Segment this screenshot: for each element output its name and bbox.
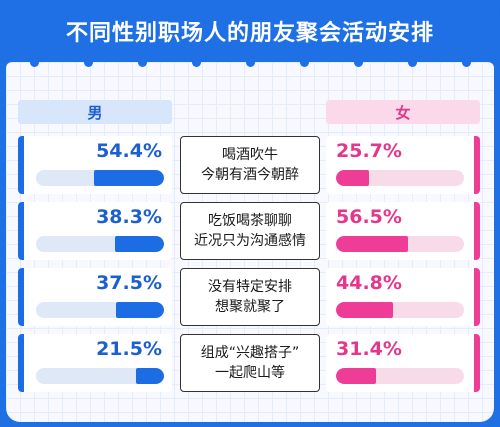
male-bar [116,302,164,318]
data-row: 21.5% 组成“兴趣搭子” 一起爬山等 31.4% [6,334,494,392]
female-value-label: 25.7% [336,140,402,162]
female-value-label: 31.4% [336,338,402,360]
data-row: 38.3% 吃饭喝茶聊聊 近况只为沟通感情 56.5% [6,202,494,260]
legend-male: 男 [18,100,172,124]
female-bar-card: 25.7% [326,136,480,194]
activity-label: 没有特定安排 想聚就聚了 [180,268,320,326]
tab-dot [84,62,93,67]
activity-line1: 没有特定安排 [208,279,292,295]
female-bar-card: 56.5% [326,202,480,260]
male-bar-card: 38.3% [18,202,172,260]
male-value-label: 54.4% [96,140,162,162]
tab-dot [138,62,147,67]
tab-dot [192,62,201,67]
female-bar-track [336,170,464,186]
activity-label: 吃饭喝茶聊聊 近况只为沟通感情 [180,202,320,260]
tab-dot [300,62,309,67]
male-bar-track [36,302,164,318]
tab-dot [408,62,417,67]
female-value-label: 56.5% [336,206,402,228]
female-bar-track [336,236,464,252]
male-value-label: 21.5% [96,338,162,360]
male-bar [136,368,164,384]
activity-line1: 吃饭喝茶聊聊 [208,213,292,229]
tab-dot [246,62,255,67]
male-bar [94,170,164,186]
activity-line2: 近况只为沟通感情 [194,233,306,249]
activity-line1: 喝酒吹牛 [222,147,278,163]
male-bar-track [36,236,164,252]
male-bar-card: 37.5% [18,268,172,326]
male-bar-card: 54.4% [18,136,172,194]
male-bar-track [36,170,164,186]
female-bar [336,302,393,318]
activity-label: 喝酒吹牛 今朝有酒今朝醉 [180,136,320,194]
activity-line2: 想聚就聚了 [215,299,285,315]
tab-dot [462,62,471,67]
male-bar-track [36,368,164,384]
activity-line2: 一起爬山等 [215,365,285,381]
tab-dot [354,62,363,67]
activity-line1: 组成“兴趣搭子” [200,345,300,361]
chart-panel: 男 女 54.4% 喝酒吹牛 今朝有酒今朝醉 25.7% 38. [6,62,494,422]
female-bar [336,368,376,384]
data-row: 37.5% 没有特定安排 想聚就聚了 44.8% [6,268,494,326]
female-bar [336,170,369,186]
tab-dot [30,62,39,67]
female-bar-track [336,368,464,384]
female-bar [336,236,408,252]
female-bar-card: 31.4% [326,334,480,392]
female-value-label: 44.8% [336,272,402,294]
male-value-label: 38.3% [96,206,162,228]
legend-female: 女 [326,100,480,124]
female-bar-track [336,302,464,318]
activity-line2: 今朝有酒今朝醉 [201,167,299,183]
activity-label: 组成“兴趣搭子” 一起爬山等 [180,334,320,392]
female-bar-card: 44.8% [326,268,480,326]
data-row: 54.4% 喝酒吹牛 今朝有酒今朝醉 25.7% [6,136,494,194]
male-value-label: 37.5% [96,272,162,294]
male-bar-card: 21.5% [18,334,172,392]
chart-title: 不同性别职场人的朋友聚会活动安排 [65,21,434,46]
male-bar [115,236,164,252]
tab-dots [6,62,494,68]
